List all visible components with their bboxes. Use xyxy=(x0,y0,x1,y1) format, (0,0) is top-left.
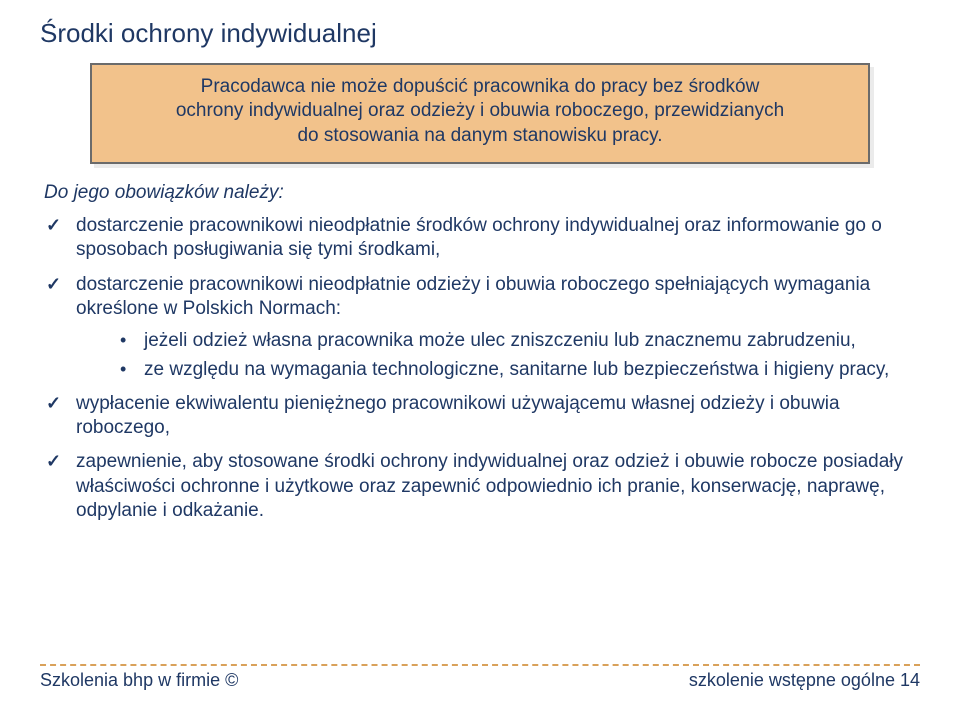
check-item: dostarczenie pracownikowi nieodpłatnie o… xyxy=(68,273,920,382)
check-item: wypłacenie ekwiwalentu pieniężnego praco… xyxy=(68,392,920,441)
slide: Środki ochrony indywidualnej Pracodawca … xyxy=(0,0,960,703)
callout-line-1: Pracodawca nie może dopuścić pracownika … xyxy=(108,75,852,99)
sub-list: jeżeli odzież własna pracownika może ule… xyxy=(76,329,920,382)
footer: Szkolenia bhp w firmie © szkolenie wstęp… xyxy=(0,664,960,691)
callout-line-2: ochrony indywidualnej oraz odzieży i obu… xyxy=(108,99,852,123)
footer-left: Szkolenia bhp w firmie © xyxy=(40,670,238,691)
callout-line-3: do stosowania na danym stanowisku pracy. xyxy=(108,124,852,148)
page-title: Środki ochrony indywidualnej xyxy=(40,18,920,49)
check-item: dostarczenie pracownikowi nieodpłatnie ś… xyxy=(68,214,920,263)
footer-right: szkolenie wstępne ogólne 14 xyxy=(689,670,920,691)
sub-item: ze względu na wymagania technologiczne, … xyxy=(136,358,920,382)
footer-divider xyxy=(40,664,920,666)
callout-box: Pracodawca nie może dopuścić pracownika … xyxy=(90,63,870,164)
check-list: dostarczenie pracownikowi nieodpłatnie ś… xyxy=(40,214,920,523)
lead-text: Do jego obowiązków należy: xyxy=(44,182,920,204)
check-item: zapewnienie, aby stosowane środki ochron… xyxy=(68,450,920,523)
check-item-text: dostarczenie pracownikowi nieodpłatnie o… xyxy=(76,274,870,319)
sub-item: jeżeli odzież własna pracownika może ule… xyxy=(136,329,920,353)
footer-row: Szkolenia bhp w firmie © szkolenie wstęp… xyxy=(40,670,920,691)
